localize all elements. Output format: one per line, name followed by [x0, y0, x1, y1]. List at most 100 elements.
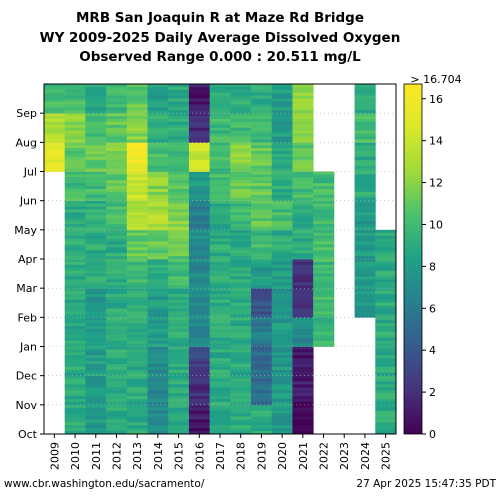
heatmap-cell: [188, 384, 211, 388]
heatmap-cell: [126, 390, 148, 394]
heatmap-cell: [147, 270, 169, 274]
x-tick-label: 2022: [318, 442, 331, 470]
heatmap-cell: [147, 256, 169, 260]
heatmap-cell: [375, 299, 397, 304]
heatmap-cell: [230, 372, 252, 377]
heatmap-cell: [147, 425, 169, 429]
heatmap-cell: [85, 302, 107, 307]
heatmap-cell: [147, 299, 169, 304]
heatmap-cell: [147, 311, 169, 315]
heatmap-cell: [230, 326, 252, 330]
heatmap-cell: [375, 390, 397, 394]
heatmap-cell: [271, 267, 293, 272]
heatmap-cell: [168, 232, 190, 237]
heatmap-cell: [354, 86, 376, 91]
heatmap-cell: [209, 113, 231, 117]
heatmap-cell: [188, 95, 211, 99]
heatmap-cell: [64, 329, 86, 333]
heatmap-cell: [106, 133, 128, 137]
heatmap-cell: [313, 197, 335, 202]
heatmap-cell: [168, 399, 190, 403]
heatmap-cell: [354, 136, 376, 140]
heatmap-cell: [168, 191, 190, 196]
heatmap-cell: [251, 381, 273, 385]
heatmap-cell: [106, 401, 128, 406]
heatmap-cell: [106, 425, 128, 429]
heatmap-cell: [64, 267, 86, 272]
heatmap-cell: [147, 366, 169, 371]
heatmap-cell: [106, 116, 128, 120]
heatmap-cell: [209, 142, 231, 146]
heatmap-cell: [313, 267, 335, 272]
heatmap-cell: [147, 101, 169, 105]
heatmap-cell: [106, 276, 128, 280]
heatmap-cell: [64, 136, 86, 140]
heatmap-cell: [230, 162, 252, 167]
heatmap-cell: [106, 399, 128, 403]
heatmap-cell: [64, 92, 86, 97]
heatmap-cell: [292, 154, 314, 158]
heatmap-cell: [375, 264, 397, 269]
heatmap-cell: [188, 425, 211, 429]
heatmap-cell: [209, 361, 231, 365]
heatmap-cell: [188, 142, 211, 146]
heatmap-cell: [271, 101, 293, 105]
heatmap-cell: [64, 156, 86, 161]
heatmap-cell: [292, 98, 314, 102]
heatmap-cell: [126, 369, 148, 374]
heatmap-cell: [251, 416, 273, 420]
heatmap-cell: [126, 270, 148, 274]
heatmap-cell: [168, 355, 190, 359]
heatmap-cell: [85, 343, 107, 347]
heatmap-cell: [375, 326, 397, 330]
heatmap-cell: [106, 419, 128, 423]
heatmap-cell: [64, 390, 86, 394]
heatmap-cell: [251, 180, 273, 184]
heatmap-cell: [64, 279, 86, 283]
y-tick-label: Jan: [19, 341, 37, 354]
heatmap-cell: [64, 168, 86, 172]
heatmap-cell: [147, 369, 169, 374]
heatmap-cell: [209, 305, 231, 309]
heatmap-cell: [85, 393, 107, 397]
heatmap-cell: [209, 364, 231, 368]
heatmap-cell: [106, 305, 128, 309]
heatmap-cell: [375, 364, 397, 368]
heatmap-cell: [64, 89, 86, 94]
heatmap-cell: [106, 413, 128, 417]
heatmap-cell: [354, 194, 376, 199]
heatmap-cell: [85, 282, 107, 286]
heatmap-cell: [126, 250, 148, 254]
heatmap-cell: [64, 212, 86, 216]
heatmap-cell: [375, 393, 397, 397]
heatmap-cell: [106, 320, 128, 324]
heatmap-cell: [85, 148, 107, 152]
heatmap-cell: [168, 259, 190, 263]
heatmap-cell: [147, 346, 169, 350]
heatmap-cell: [168, 162, 190, 167]
heatmap-cell: [354, 180, 376, 184]
heatmap-cell: [313, 191, 335, 196]
heatmap-cell: [292, 116, 314, 120]
heatmap-cell: [271, 320, 293, 324]
heatmap-cell: [230, 238, 252, 242]
colorbar-tick-label: 8: [429, 260, 436, 273]
heatmap-cell: [168, 302, 190, 307]
heatmap-cell: [85, 428, 107, 432]
heatmap-cell: [64, 119, 86, 123]
heatmap-cell: [44, 148, 66, 152]
source-url[interactable]: www.cbr.washington.edu/sacramento/: [4, 478, 205, 490]
heatmap-cell: [375, 259, 397, 263]
heatmap-cell: [209, 189, 231, 193]
heatmap-cell: [126, 361, 148, 365]
heatmap-cell: [188, 352, 211, 356]
heatmap-cell: [85, 390, 107, 394]
heatmap-cell: [313, 273, 335, 277]
heatmap-cell: [85, 256, 107, 260]
heatmap-cell: [106, 364, 128, 368]
heatmap-cell: [209, 241, 231, 245]
heatmap-cell: [147, 387, 169, 391]
heatmap-cell: [375, 404, 397, 409]
heatmap-cell: [209, 334, 231, 339]
heatmap-cell: [106, 404, 128, 409]
